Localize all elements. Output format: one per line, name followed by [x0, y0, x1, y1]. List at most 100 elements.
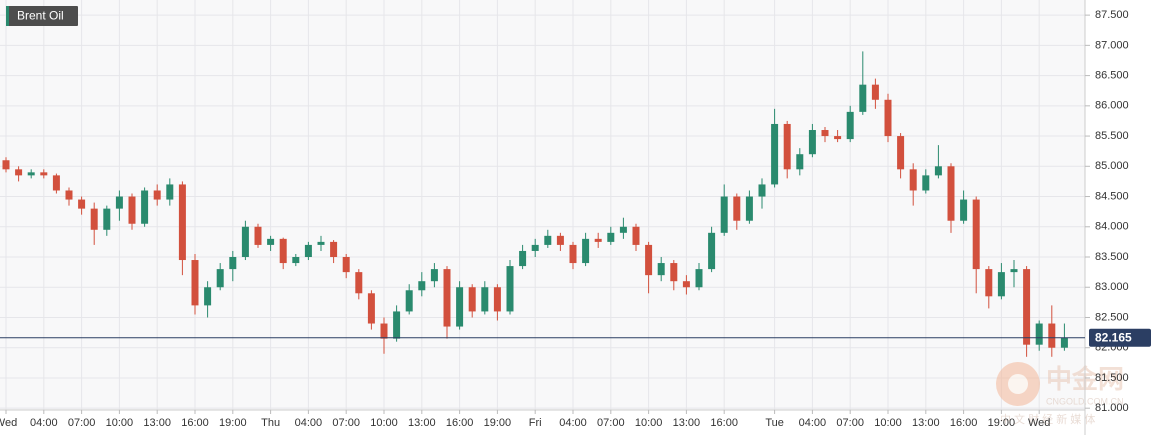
candle-body — [569, 244, 577, 264]
candle-body — [909, 169, 917, 191]
x-tick-label: Tue — [765, 417, 784, 429]
y-tick-label: 83.500 — [1095, 251, 1129, 263]
x-tick-label: 07:00 — [597, 417, 625, 429]
candle-body — [657, 263, 665, 276]
candle-body — [254, 226, 262, 245]
candle-body — [884, 99, 892, 137]
x-tick-label: 13:00 — [673, 417, 701, 429]
candle-body — [531, 244, 539, 251]
candle-body — [997, 272, 1005, 297]
y-tick-label: 86.000 — [1095, 100, 1129, 112]
candle-body — [355, 272, 363, 294]
candle-body — [115, 196, 123, 209]
candle-body — [506, 266, 514, 312]
candle-body — [292, 257, 300, 264]
candle-body — [153, 190, 161, 200]
x-tick-label: Fri — [529, 417, 542, 429]
x-tick-label: 10:00 — [106, 417, 134, 429]
candle-body — [216, 269, 224, 288]
chart-title: Brent Oil — [17, 9, 64, 23]
x-tick-label: 04:00 — [30, 417, 58, 429]
candle-body — [481, 287, 489, 312]
x-tick-label: 16:00 — [710, 417, 738, 429]
x-tick-label: 19:00 — [988, 417, 1016, 429]
x-tick-label: 13:00 — [408, 417, 436, 429]
x-tick-label: 19:00 — [484, 417, 512, 429]
candle-body — [103, 208, 111, 230]
x-tick-label: 10:00 — [635, 417, 663, 429]
candle-body — [204, 287, 212, 306]
candle-body — [229, 257, 237, 270]
candle-body — [720, 196, 728, 233]
candle-body — [972, 199, 980, 270]
candle-body — [645, 244, 653, 276]
candle-body — [1060, 337, 1068, 348]
candle-body — [607, 232, 615, 242]
candle-body — [859, 84, 867, 112]
candle-body — [166, 184, 174, 200]
candle-body — [771, 123, 779, 185]
y-tick-label: 83.000 — [1095, 281, 1129, 293]
candle-body — [40, 172, 48, 176]
x-tick-label: Thu — [261, 417, 280, 429]
candle-body — [708, 232, 716, 270]
candle-body — [519, 250, 527, 267]
x-tick-label: 07:00 — [332, 417, 360, 429]
candle-body — [15, 169, 23, 176]
candle-body — [456, 287, 464, 327]
candle-body — [90, 208, 98, 230]
x-tick-label: 10:00 — [874, 417, 902, 429]
x-tick-label: 13:00 — [912, 417, 940, 429]
candle-body — [619, 226, 627, 233]
candle-body — [670, 263, 678, 282]
candle-body — [834, 136, 842, 140]
candle-body — [65, 190, 73, 200]
last-price-box — [1089, 328, 1151, 347]
candle-body — [279, 238, 287, 264]
candle-body — [758, 184, 766, 197]
x-tick-label: Wed — [1028, 417, 1050, 429]
candle-body — [191, 260, 199, 306]
candle-body — [393, 311, 401, 339]
candle-body — [330, 241, 338, 258]
title-box — [6, 6, 78, 26]
candle-body — [443, 269, 451, 327]
y-tick-label: 84.000 — [1095, 221, 1129, 233]
candle-body — [52, 175, 60, 191]
candle-body — [947, 166, 955, 221]
candle-body — [367, 293, 375, 324]
candle-body — [922, 175, 930, 191]
title-accent — [6, 6, 9, 26]
candle-body — [418, 281, 426, 291]
candle-body — [544, 235, 552, 245]
candle-body — [178, 184, 186, 261]
candle-body — [632, 226, 640, 245]
y-tick-label: 87.500 — [1095, 9, 1129, 21]
x-tick-label: 10:00 — [370, 417, 398, 429]
candle-body — [430, 269, 438, 282]
candle-body — [695, 269, 703, 288]
plot-background — [0, 0, 1085, 410]
watermark-tagline: 中 文 财 经 新 媒 体 — [1000, 412, 1095, 426]
y-tick-label: 86.500 — [1095, 69, 1129, 81]
x-tick-label: Wed — [0, 417, 17, 429]
candle-body — [934, 166, 942, 176]
last-price-label: 82.165 — [1095, 330, 1132, 344]
candle-body — [808, 130, 816, 155]
x-tick-label: 19:00 — [219, 417, 247, 429]
x-tick-label: 13:00 — [143, 417, 171, 429]
candle-body — [846, 111, 854, 140]
candle-body — [733, 196, 741, 221]
y-tick-label: 82.500 — [1095, 311, 1129, 323]
candle-body — [582, 238, 590, 264]
candle-body — [985, 269, 993, 297]
x-tick-label: 04:00 — [559, 417, 587, 429]
candle-body — [1035, 323, 1043, 345]
x-tick-label: 04:00 — [799, 417, 827, 429]
candle-body — [2, 160, 10, 170]
candle-body — [141, 190, 149, 224]
candle-body — [897, 136, 905, 170]
y-tick-label: 81.000 — [1095, 402, 1129, 414]
